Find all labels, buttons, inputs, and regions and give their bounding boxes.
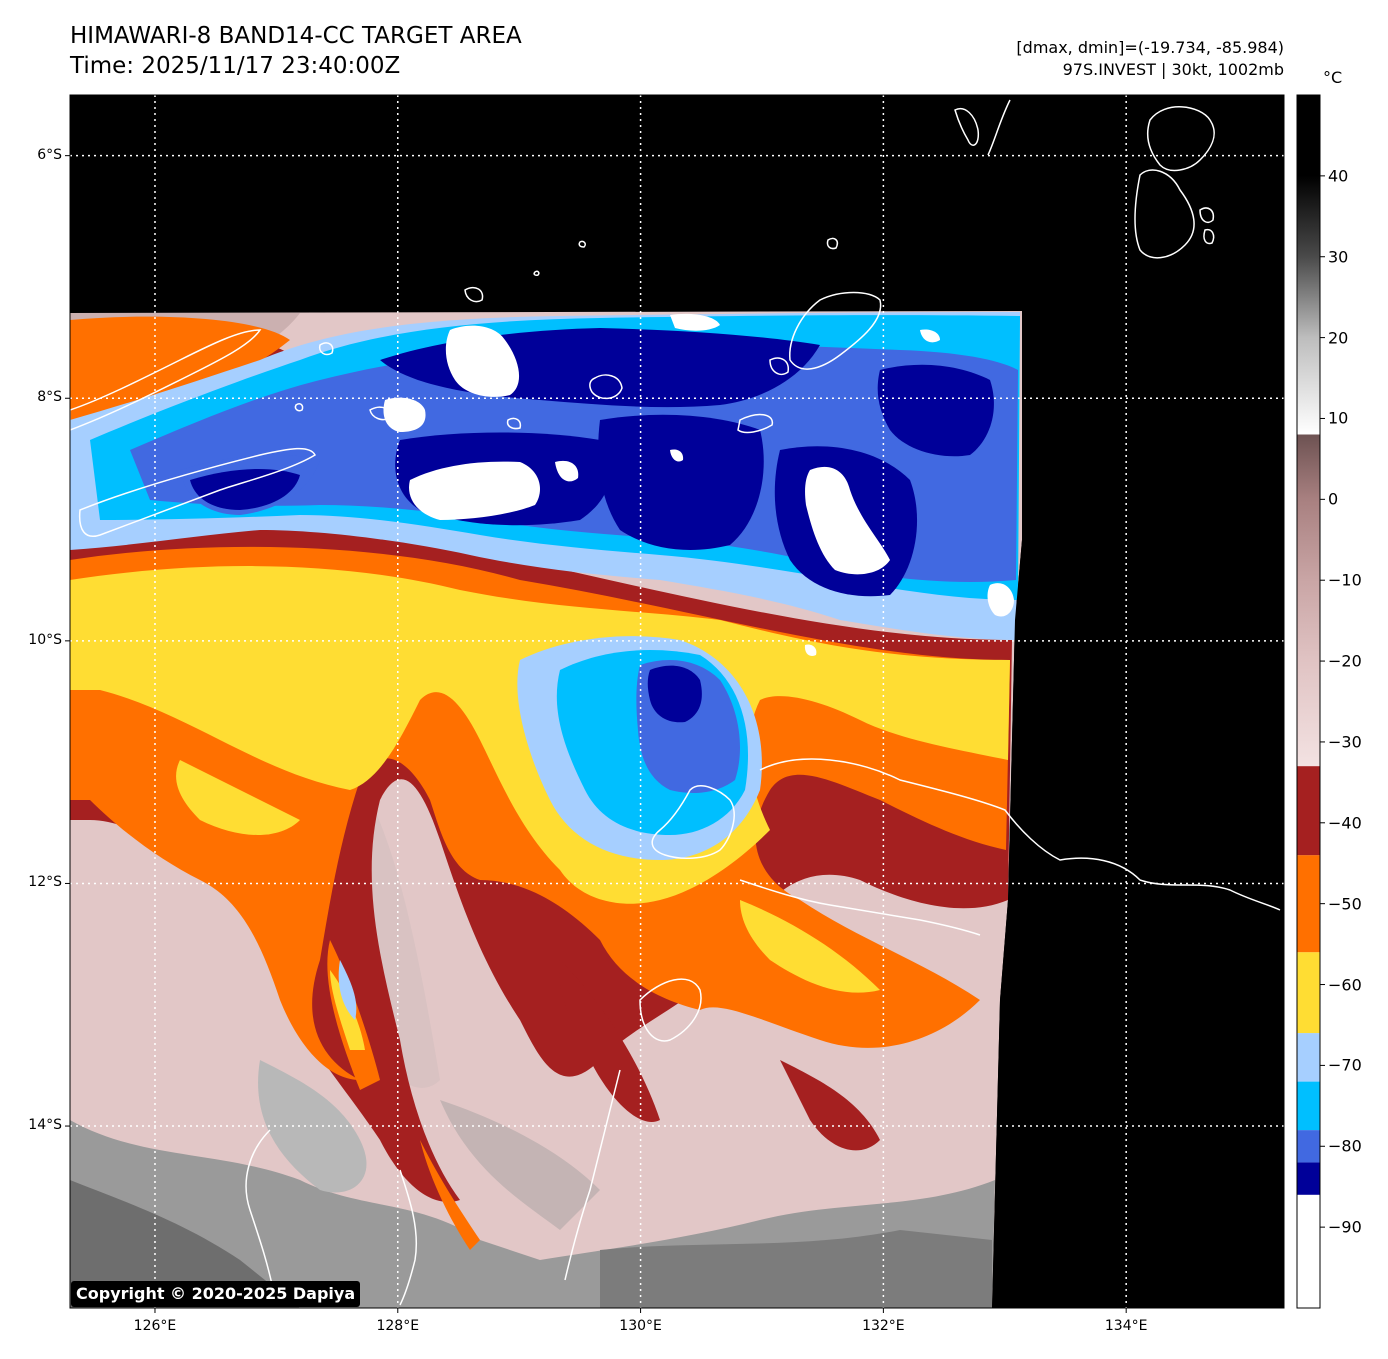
colorbar-tick-label: −40 <box>1328 813 1362 833</box>
graticule <box>70 95 1284 1308</box>
axis-ticks <box>65 155 1127 1313</box>
colorbar-tick-label: 10 <box>1328 408 1349 428</box>
colorbar-tick-label: 20 <box>1328 328 1349 348</box>
latitude-label: 6°S <box>37 146 62 163</box>
colorbar-tick-label: −50 <box>1328 894 1362 914</box>
longitude-label: 128°E <box>376 1318 420 1334</box>
longitude-label: 126°E <box>133 1318 177 1334</box>
colorbar-band <box>1297 952 1320 1034</box>
longitude-label: 134°E <box>1104 1318 1148 1334</box>
colorbar <box>1296 94 1325 1309</box>
longitude-label: 132°E <box>862 1318 905 1334</box>
colorbar-frame <box>1296 94 1321 1309</box>
chart-title: HIMAWARI-8 BAND14-CC TARGET AREA <box>70 23 522 49</box>
latitude-label: 12°S <box>28 874 62 891</box>
colorbar-tick-label: −70 <box>1328 1055 1362 1075</box>
colorbar-tick-label: −30 <box>1328 732 1362 752</box>
colorbar-band <box>1297 1033 1320 1082</box>
colorbar-band <box>1297 1130 1320 1163</box>
data-range-info: [dmax, dmin]=(-19.734, -85.984) <box>1016 38 1284 57</box>
coastlines <box>70 99 1281 1306</box>
chart-timestamp: Time: 2025/11/17 23:40:00Z <box>70 53 401 79</box>
map-frame <box>69 94 1285 1309</box>
colorbar-tick-label: −60 <box>1328 975 1362 995</box>
colorbar-tick-label: −20 <box>1328 651 1362 671</box>
colorbar-band <box>1297 1194 1320 1308</box>
colorbar-tick-label: 40 <box>1328 166 1349 186</box>
colorbar-unit: °C <box>1323 68 1343 87</box>
band-white-cores <box>383 313 1014 656</box>
longitude-label: 130°E <box>619 1318 662 1334</box>
latitude-label: 14°S <box>28 1117 62 1134</box>
colorbar-gradient <box>1297 95 1320 767</box>
colorbar-tick-label: 30 <box>1328 247 1349 267</box>
colorbar-tick-label: 0 <box>1328 489 1339 509</box>
colorbar-band <box>1297 1162 1320 1195</box>
colorbar-tick-label: −90 <box>1328 1217 1362 1237</box>
storm-info: 97S.INVEST | 30kt, 1002mb <box>1062 60 1284 79</box>
copyright-label: Copyright © 2020-2025 Dapiya <box>71 1281 361 1307</box>
no-data-area <box>992 311 1284 1308</box>
colorbar-band <box>1297 766 1320 856</box>
colorbar-band <box>1297 855 1320 953</box>
satellite-imagery <box>70 99 1284 1308</box>
colorbar-bands <box>1297 766 1320 1308</box>
colorbar-tick-label: −10 <box>1328 570 1362 590</box>
colorbar-tick-label: −80 <box>1328 1136 1362 1156</box>
colorbar-band <box>1297 1081 1320 1131</box>
latitude-label: 8°S <box>37 389 62 406</box>
latitude-label: 10°S <box>28 631 62 648</box>
